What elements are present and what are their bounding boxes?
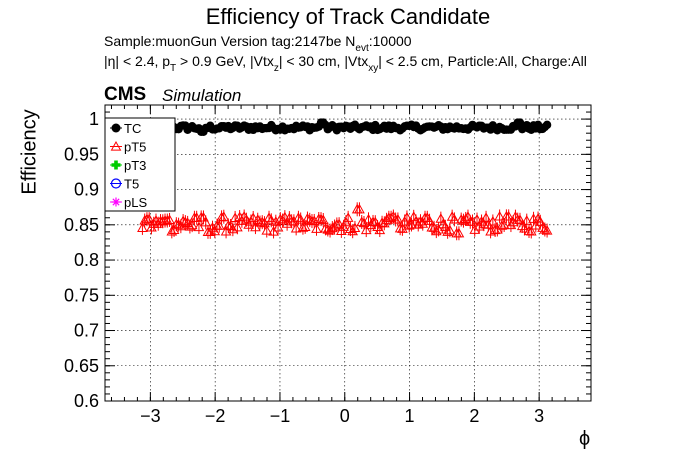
data-point-pt5: [261, 225, 273, 235]
data-point-pt5: [401, 211, 413, 222]
data-point-pt5: [480, 212, 492, 222]
chart-title: Efficiency of Track Candidate: [205, 4, 491, 29]
y-tick-label: 1: [89, 109, 99, 129]
data-point-pt5: [259, 217, 270, 228]
data-point-pt5: [299, 221, 311, 231]
data-point-pt5: [392, 213, 404, 224]
data-point-pt5: [406, 218, 417, 229]
data-point-pt5: [494, 210, 505, 221]
data-point-pt5: [200, 216, 212, 227]
data-point-pt5: [541, 225, 553, 235]
data-point-pt5: [272, 221, 284, 232]
y-tick-label: 0.65: [64, 356, 99, 376]
data-point-pt5: [164, 214, 175, 225]
data-point-pt5: [453, 227, 465, 238]
data-point-pt5: [295, 213, 307, 224]
data-point-pt5: [498, 219, 510, 230]
data-point-pt5: [444, 224, 456, 235]
selection-info-line: |η| < 2.4, pT > 0.9 GeV, |Vtxz| < 30 cm,…: [104, 53, 587, 74]
legend-marker-pt5: [110, 140, 122, 151]
data-point-pt5: [471, 214, 483, 224]
data-point-pt5: [308, 215, 320, 226]
data-point-pt5: [360, 224, 372, 235]
legend-label-t5: T5: [124, 177, 139, 192]
y-tick-label: 0.7: [74, 321, 99, 341]
simulation-label: Simulation: [162, 86, 242, 105]
x-tick-label: 0: [340, 406, 350, 426]
data-point-pt5: [288, 215, 300, 226]
y-tick-label: 0.95: [64, 144, 99, 164]
x-tick-label: −2: [205, 406, 226, 426]
x-tick-label: 1: [405, 406, 415, 426]
data-point-pt5: [449, 213, 460, 224]
legend-label-pt5: pT5: [124, 140, 146, 155]
data-point-pt5: [469, 224, 481, 234]
plot-frame: [104, 104, 592, 402]
legend-marker-pt3: [111, 160, 121, 170]
data-point-pt5: [503, 210, 515, 221]
y-tick-label: 0.75: [64, 285, 99, 305]
sample-info-line: Sample:muonGun Version tag:2147be Nevt:1…: [104, 33, 412, 54]
data-point-pt5: [247, 212, 259, 223]
data-point-tc: [542, 120, 552, 130]
data-point-pt5: [143, 213, 155, 224]
legend-label-tc: TC: [124, 121, 141, 136]
data-point-pt5: [349, 222, 361, 233]
data-point-pt5: [487, 215, 499, 226]
cms-label: CMS: [104, 84, 147, 105]
data-point-pt5: [193, 221, 205, 232]
data-point-pt5: [424, 215, 435, 225]
data-point-pt5: [333, 218, 345, 229]
x-tick-label: 2: [469, 406, 479, 426]
data-point-pt5: [311, 223, 322, 233]
data-point-pt5: [227, 223, 239, 234]
y-tick-label: 0.6: [74, 391, 99, 411]
data-point-pt5: [525, 225, 537, 236]
data-point-pt5: [290, 222, 302, 233]
x-tick-label: 3: [534, 406, 544, 426]
data-point-pt5: [279, 211, 291, 222]
data-point-pt5: [519, 222, 530, 233]
data-point-pt5: [265, 214, 277, 225]
data-point-pt5: [232, 221, 243, 232]
data-point-pt5: [342, 212, 354, 222]
legend-marker-pls: [111, 197, 121, 207]
data-point-pt5: [354, 203, 365, 214]
legend-marker-t5: [110, 178, 122, 189]
y-tick-label: 0.8: [74, 250, 99, 270]
data-point-pt5: [317, 214, 329, 225]
legend-label-pt3: pT3: [124, 158, 146, 173]
data-point-pt5: [218, 211, 230, 221]
data-point-pt5: [213, 220, 225, 230]
data-point-pt5: [433, 223, 444, 234]
data-point-pt5: [482, 219, 494, 229]
legend-label-pls: pLS: [124, 195, 147, 210]
legend-marker-tc: [111, 123, 121, 133]
x-axis-label: ϕ: [579, 428, 591, 450]
data-point-pt5: [485, 225, 496, 236]
data-point-pt5: [467, 215, 478, 226]
x-tick-label: −3: [140, 406, 161, 426]
y-tick-label: 0.85: [64, 215, 99, 235]
data-point-pt5: [521, 215, 533, 225]
x-tick-label: −1: [270, 406, 291, 426]
y-tick-label: 0.9: [74, 180, 99, 200]
